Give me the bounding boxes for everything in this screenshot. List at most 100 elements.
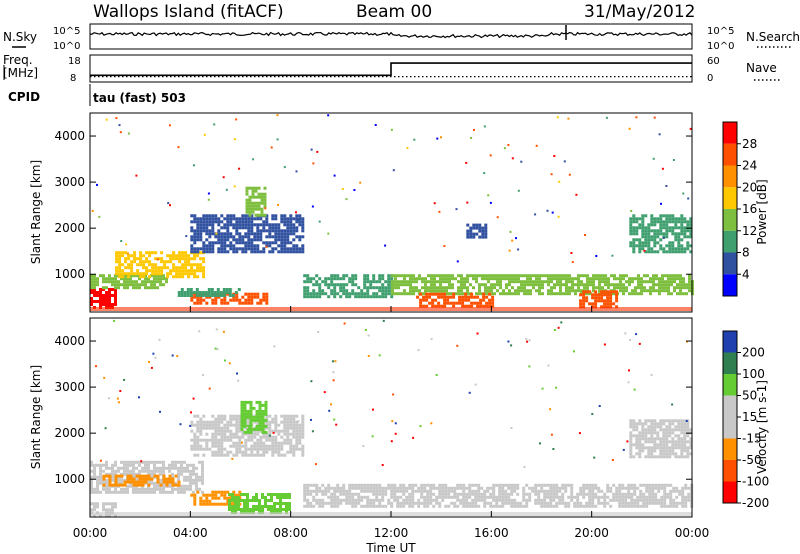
velocity-scatter-point: [528, 339, 531, 342]
power-echo-cell: [247, 298, 251, 302]
power-echo-cell: [650, 235, 654, 239]
velocity-echo-cell: [641, 437, 645, 441]
velocity-echo-cell: [501, 489, 505, 493]
power-echo-cell: [661, 274, 664, 278]
velocity-echo-cell: [348, 483, 352, 487]
velocity-echo-cell: [141, 460, 144, 464]
velocity-echo-cell: [268, 429, 272, 433]
power-echo-cell: [190, 214, 194, 218]
power-echo-cell: [436, 289, 439, 293]
power-echo-cell: [251, 195, 255, 199]
velocity-echo-cell: [211, 502, 215, 506]
velocity-echo-cell: [498, 504, 502, 508]
velocity-scatter-point: [528, 365, 531, 368]
velocity-echo-cell: [633, 501, 637, 505]
power-echo-cell: [644, 238, 648, 242]
velocity-echo-cell: [220, 420, 224, 424]
velocity-echo-cell: [274, 417, 278, 421]
power-echo-cell: [333, 286, 337, 290]
velocity-echo-cell: [165, 466, 168, 470]
velocity-echo-cell: [662, 455, 666, 459]
velocity-echo-cell: [396, 498, 400, 502]
velocity-echo-cell: [360, 498, 364, 502]
velocity-echo-cell: [105, 508, 108, 512]
velocity-echo-cell: [629, 449, 633, 453]
power-echo-cell: [135, 286, 138, 290]
power-echo-cell: [271, 241, 275, 245]
velocity-echo-cell: [214, 432, 218, 436]
power-colorbar-tick-label: 12: [742, 224, 757, 238]
velocity-echo-cell: [243, 409, 247, 413]
velocity-echo-cell: [363, 486, 367, 490]
velocity-echo-cell: [273, 502, 276, 505]
velocity-scatter-point: [394, 422, 397, 425]
power-echo-cell: [265, 220, 269, 224]
power-echo-cell: [505, 283, 508, 287]
velocity-echo-cell: [162, 469, 165, 473]
velocity-echo-cell: [632, 455, 636, 459]
power-echo-cell: [688, 277, 691, 281]
power-echo-cell: [505, 274, 508, 278]
power-echo-cell: [680, 250, 684, 254]
power-echo-cell: [238, 232, 242, 236]
power-echo-cell: [205, 238, 209, 242]
velocity-echo-cell: [220, 490, 224, 494]
power-echo-cell: [286, 229, 290, 233]
velocity-echo-cell: [235, 429, 239, 433]
velocity-echo-cell: [259, 438, 263, 442]
velocity-echo-cell: [292, 423, 296, 427]
velocity-echo-cell: [387, 483, 391, 487]
velocity-echo-cell: [381, 498, 385, 502]
power-echo-cell: [199, 235, 203, 239]
power-echo-cell: [251, 201, 255, 205]
power-echo-cell: [220, 226, 224, 230]
power-echo-cell: [145, 266, 149, 270]
power-echo-cell: [280, 217, 284, 221]
velocity-echo-cell: [348, 486, 352, 490]
power-echo-cell: [130, 254, 134, 258]
power-echo-cell: [312, 295, 316, 299]
velocity-echo-cell: [525, 498, 529, 502]
power-echo-cell: [115, 266, 119, 270]
power-echo-cell: [366, 289, 370, 293]
power-echo-cell: [216, 294, 220, 297]
power-echo-cell: [136, 272, 140, 276]
velocity-echo-cell: [303, 483, 307, 487]
velocity-echo-cell: [435, 486, 439, 490]
power-echo-cell: [114, 303, 117, 306]
velocity-echo-cell: [644, 446, 648, 450]
power-echo-cell: [597, 299, 601, 303]
power-echo-cell: [406, 292, 409, 296]
velocity-echo-cell: [271, 450, 275, 454]
velocity-echo-cell: [516, 492, 520, 496]
velocity-echo-cell: [582, 504, 586, 508]
velocity-echo-cell: [327, 486, 331, 490]
power-echo-cell: [674, 223, 678, 227]
velocity-echo-cell: [193, 447, 197, 451]
velocity-echo-cell: [654, 501, 658, 505]
velocity-echo-cell: [301, 426, 305, 430]
velocity-echo-cell: [111, 505, 114, 509]
velocity-echo-cell: [259, 435, 263, 439]
power-echo-cell: [644, 244, 648, 248]
velocity-echo-cell: [309, 492, 313, 496]
power-echo-cell: [286, 223, 290, 227]
power-echo-cell: [108, 280, 111, 284]
velocity-echo-cell: [558, 501, 562, 505]
velocity-echo-cell: [174, 474, 178, 478]
velocity-echo-cell: [90, 502, 93, 506]
velocity-echo-cell: [171, 487, 174, 491]
velocity-echo-cell: [255, 499, 258, 502]
velocity-echo-cell: [342, 492, 346, 496]
power-echo-cell: [457, 292, 460, 296]
velocity-echo-cell: [195, 472, 198, 476]
power-echo-cell: [169, 257, 173, 261]
power-echo-cell: [640, 283, 643, 287]
power-echo-cell: [208, 232, 212, 236]
power-echo-cell: [244, 214, 248, 218]
velocity-echo-cell: [165, 483, 169, 487]
power-echo-cell: [381, 286, 385, 290]
power-echo-cell: [117, 286, 120, 290]
power-echo-cell: [600, 299, 604, 303]
velocity-echo-cell: [647, 425, 651, 429]
